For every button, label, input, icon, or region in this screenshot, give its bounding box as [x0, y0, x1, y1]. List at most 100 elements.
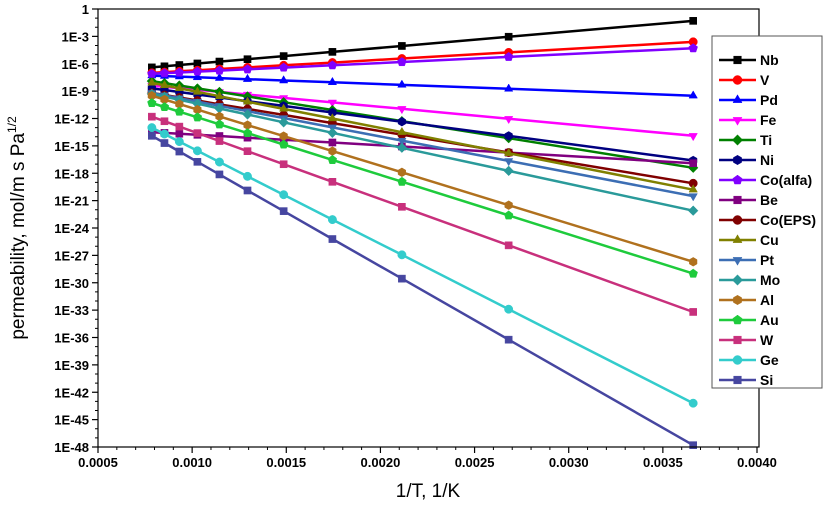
y-tick-label: 1E-39: [54, 358, 89, 373]
legend-item: Fe: [719, 112, 777, 128]
y-tick-label: 1E-36: [54, 331, 89, 346]
legend-marker: [733, 155, 742, 165]
data-point: [687, 205, 699, 216]
data-point: [504, 210, 514, 220]
data-point: [688, 268, 698, 278]
data-point: [214, 65, 225, 75]
legend-item: Al: [719, 292, 774, 308]
legend-label: Au: [760, 312, 779, 328]
series-cu: [147, 77, 698, 193]
data-point: [147, 68, 157, 78]
legend-marker: [733, 195, 742, 205]
y-tick-label: 1E-15: [54, 139, 89, 154]
data-point: [192, 71, 203, 81]
y-tick-label: 1E-21: [54, 194, 89, 209]
data-point: [148, 112, 156, 121]
legend-item: Mo: [719, 272, 780, 288]
y-tick-label: 1E-18: [54, 166, 89, 181]
data-point: [243, 171, 252, 181]
data-point: [398, 203, 406, 211]
series-nb: [148, 17, 697, 72]
data-point: [242, 109, 253, 120]
legend-label: Cu: [760, 232, 779, 248]
plot-marks: [146, 17, 699, 449]
legend-marker: [732, 257, 743, 266]
data-point: [504, 131, 513, 141]
series-line: [151, 134, 694, 447]
x-tick-label: 0.0035: [643, 455, 683, 470]
legend-item: Co(alfa): [719, 172, 812, 188]
legend-item: Si: [719, 372, 773, 388]
legend-item: Pt: [719, 252, 774, 268]
data-point: [396, 142, 408, 153]
data-point: [243, 186, 252, 195]
data-point: [215, 170, 224, 179]
axes: 0.0005 0.0010 0.0015 0.0020 0.0025 0.0030 0.00…: [54, 2, 777, 470]
data-point: [504, 51, 514, 61]
legend-label: Pt: [760, 252, 774, 268]
data-point: [504, 32, 513, 41]
legend-marker: [732, 75, 743, 85]
x-tick-label: 0.0040: [737, 455, 777, 470]
data-point: [328, 48, 337, 56]
data-point: [688, 43, 698, 53]
legend-label: Al: [760, 292, 774, 308]
legend-marker: [732, 355, 743, 365]
data-point: [214, 90, 225, 99]
series-line: [151, 115, 694, 314]
data-point: [160, 129, 169, 139]
data-point: [397, 137, 407, 146]
data-point: [398, 42, 406, 50]
data-point: [397, 57, 407, 67]
y-tick-label: 1E-3: [62, 29, 89, 44]
legend-label: W: [760, 332, 774, 348]
data-point: [147, 77, 157, 86]
data-point: [398, 274, 406, 283]
data-point: [689, 441, 697, 449]
data-point: [688, 193, 698, 202]
series-line: [151, 40, 694, 75]
data-point: [279, 139, 289, 149]
series-ge: [147, 123, 698, 408]
data-point: [328, 146, 337, 156]
legend-item: W: [719, 332, 774, 348]
data-point: [214, 103, 225, 114]
data-point: [242, 96, 253, 105]
data-point: [214, 72, 225, 81]
data-point: [397, 79, 407, 88]
series-al: [147, 91, 698, 267]
data-point: [278, 117, 289, 128]
legend-marker: [732, 94, 743, 103]
legend-marker: [733, 335, 742, 345]
data-point: [192, 146, 202, 156]
data-point: [279, 62, 289, 72]
data-point: [328, 235, 337, 243]
data-point: [688, 90, 698, 99]
legend-item: Ni: [719, 152, 774, 168]
legend-label: Ge: [760, 352, 779, 368]
legend-marker: [733, 375, 742, 385]
y-tick-label: 1E-45: [54, 413, 89, 428]
data-point: [242, 128, 253, 138]
data-point: [689, 308, 697, 316]
data-point: [192, 112, 203, 122]
data-point: [242, 64, 253, 74]
legend-label: Co(EPS): [760, 212, 816, 228]
x-tick-label: 0.0025: [455, 455, 495, 470]
data-point: [504, 335, 513, 344]
data-point: [279, 75, 289, 84]
x-axis-title: 1/T, 1/K: [396, 481, 461, 502]
y-tick-label: 1E-9: [62, 84, 89, 99]
x-tick-label: 0.0030: [549, 455, 589, 470]
legend-item: Pd: [719, 92, 778, 108]
y-tick-label: 1: [82, 2, 89, 17]
data-point: [688, 184, 698, 193]
legend-label: Be: [760, 192, 778, 208]
legend-label: V: [760, 72, 770, 88]
legend-item: Au: [719, 312, 779, 328]
data-point: [279, 103, 289, 112]
x-tick-label: 0.0010: [172, 455, 212, 470]
y-axis-title: permeability, mol/m s Pa1/2: [5, 116, 29, 340]
data-point: [279, 190, 289, 200]
